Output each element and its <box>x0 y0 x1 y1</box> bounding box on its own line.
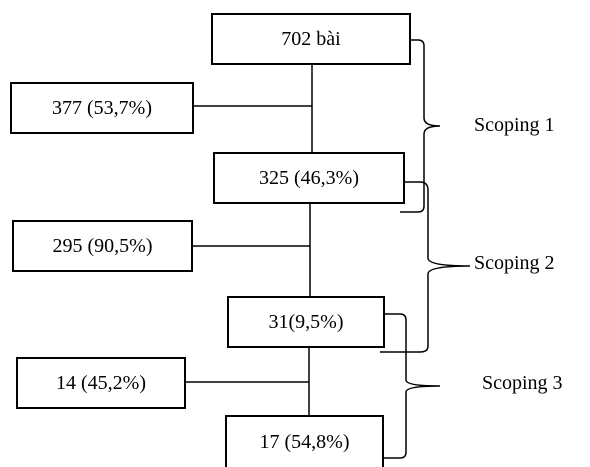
scoping-1-bracket <box>400 39 441 213</box>
scoping-2-bracket <box>380 181 471 353</box>
scoping-3-label: Scoping 3 <box>482 372 563 394</box>
total-box: 702 bài <box>211 13 411 65</box>
excluded-1-box: 377 (53,7%) <box>10 82 194 134</box>
excluded-3-box: 14 (45,2%) <box>16 357 186 409</box>
after-scoping-2-box: 31(9,5%) <box>227 296 385 348</box>
after-scoping-1-box: 325 (46,3%) <box>213 152 405 204</box>
scoping-1-label: Scoping 1 <box>474 114 555 136</box>
scoping-3-bracket <box>384 313 441 459</box>
excluded-2-box: 295 (90,5%) <box>12 220 193 272</box>
scoping-2-label: Scoping 2 <box>474 252 555 274</box>
after-scoping-3-box: 17 (54,8%) <box>225 415 384 467</box>
